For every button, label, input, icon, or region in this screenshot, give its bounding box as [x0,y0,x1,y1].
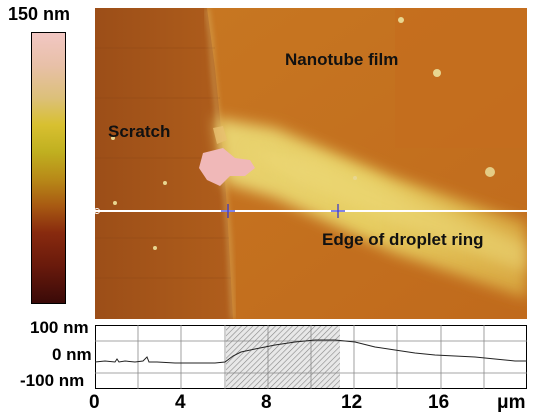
label-scratch: Scratch [108,122,171,141]
profile-y-label-mid: 0 nm [52,345,92,364]
pink-blob [199,148,255,186]
x-tick-8: 8 [261,392,272,413]
selection-region [226,326,340,388]
x-tick-16: 16 [428,392,450,413]
scratch-region [95,8,233,319]
x-tick-12: 12 [341,392,363,413]
profile-y-label-top: 100 nm [30,318,89,337]
label-edge-of-droplet-ring: Edge of droplet ring [322,230,484,249]
color-scale-bar [31,32,66,304]
afm-image-svg [95,8,527,319]
afm-height-image: Nanotube film Scratch Edge of droplet ri… [95,8,527,319]
profile-trace [94,339,527,364]
color-scale-max-label: 150 nm [8,4,71,24]
label-nanotube-film: Nanotube film [285,50,399,69]
height-profile-plot [94,325,527,389]
profile-svg [94,325,527,389]
x-tick-0: 0 [89,392,100,413]
profile-y-label-bottom: -100 nm [20,371,85,390]
x-unit-label: μm [497,392,526,413]
cross-markers [221,204,345,218]
x-tick-4: 4 [175,392,186,413]
